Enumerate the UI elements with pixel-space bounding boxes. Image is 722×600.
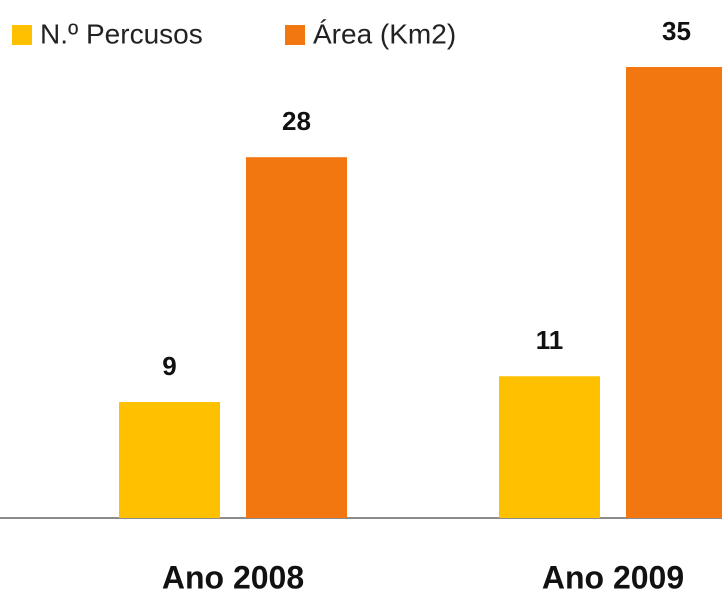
bar <box>119 402 220 518</box>
value-label: 28 <box>282 106 311 136</box>
legend-swatch <box>285 25 305 45</box>
legend-label: N.º Percusos <box>40 18 203 49</box>
bar <box>246 157 347 518</box>
category-label: Ano 2008 <box>162 559 304 595</box>
legend-swatch <box>12 25 32 45</box>
value-label: 11 <box>536 325 564 355</box>
bar <box>626 67 722 518</box>
category-label: Ano 2009 <box>542 559 684 595</box>
value-label: 35 <box>662 16 691 46</box>
value-label: 9 <box>162 351 176 381</box>
legend-label: Área (Km2) <box>313 18 456 49</box>
bar <box>499 376 600 518</box>
